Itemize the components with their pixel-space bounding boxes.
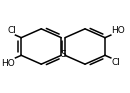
Text: Cl: Cl: [111, 58, 120, 67]
Text: HO: HO: [111, 26, 125, 35]
Text: S: S: [60, 50, 66, 59]
Text: HO: HO: [1, 59, 15, 68]
Text: Cl: Cl: [7, 26, 16, 35]
